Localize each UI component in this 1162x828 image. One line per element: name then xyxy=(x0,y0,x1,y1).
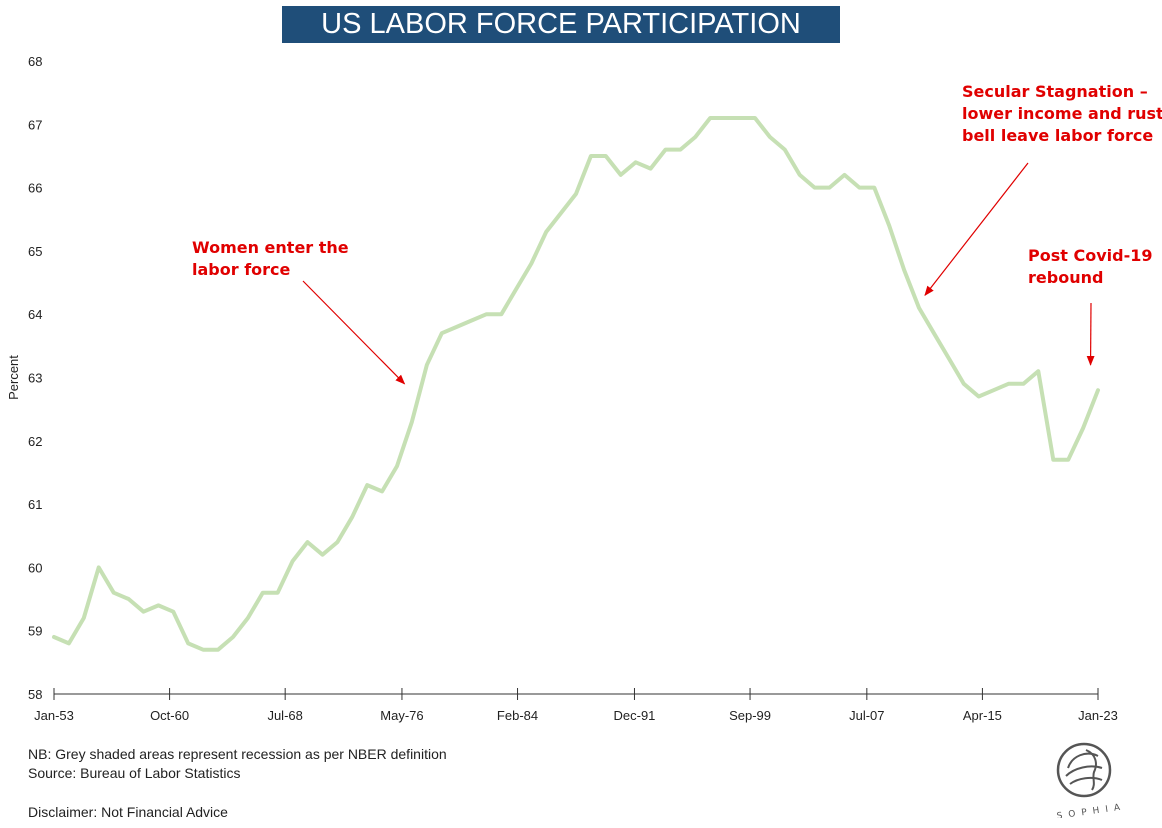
y-axis: 58 59 60 61 62 63 64 65 66 67 68 Percent xyxy=(6,54,42,702)
y-tick-label: 61 xyxy=(28,497,42,512)
x-tick-label: Jan-23 xyxy=(1078,708,1118,723)
y-tick-label: 63 xyxy=(28,371,42,386)
y-tick-label: 68 xyxy=(28,54,42,69)
chart-area: 58 59 60 61 62 63 64 65 66 67 68 Percent Jan-53 Oct-… xyxy=(6,54,1162,723)
y-tick-label: 66 xyxy=(28,181,42,196)
source-note: Source: Bureau of Labor Statistics xyxy=(28,765,241,781)
y-axis-label: Percent xyxy=(6,355,21,400)
x-axis: Jan-53 Oct-60 Jul-68 May-76 Feb-84 Dec-91 Sep-… xyxy=(34,688,1118,723)
annotations: Women enter the labor force Secular Stagna… xyxy=(192,82,1162,385)
series-line xyxy=(52,116,1100,652)
annotation-text: Secular Stagnation – xyxy=(962,82,1148,101)
x-tick-label: Dec-91 xyxy=(614,708,656,723)
series-layer xyxy=(52,116,1100,652)
x-tick-label: Sep-99 xyxy=(729,708,771,723)
y-tick-label: 62 xyxy=(28,434,42,449)
annotation-text: rebound xyxy=(1028,268,1103,287)
x-tick-label: Feb-84 xyxy=(497,708,538,723)
annotation-text: labor force xyxy=(192,260,291,279)
annotation-text: lower income and rust xyxy=(962,104,1162,123)
annotation-text: bell leave labor force xyxy=(962,126,1153,145)
x-tick-label: May-76 xyxy=(380,708,423,723)
annotation-text: Post Covid-19 xyxy=(1028,246,1152,265)
chart-title: US LABOR FORCE PARTICIPATION RATE xyxy=(282,6,840,77)
annotation-arrow xyxy=(924,162,1029,296)
x-tick-label: Apr-15 xyxy=(963,708,1002,723)
y-tick-label: 58 xyxy=(28,687,42,702)
disclaimer-note: Disclaimer: Not Financial Advice xyxy=(28,804,228,820)
annotation-arrow xyxy=(302,280,406,385)
y-tick-label: 67 xyxy=(28,117,42,132)
annotation-text: Women enter the xyxy=(192,238,349,257)
y-tick-label: 65 xyxy=(28,244,42,259)
logo-text: SOPHIA xyxy=(1056,802,1127,818)
x-tick-label: Jan-53 xyxy=(34,708,74,723)
y-tick-label: 59 xyxy=(28,624,42,639)
sophia-logo: SOPHIA xyxy=(1056,742,1127,818)
y-tick-label: 60 xyxy=(28,560,42,575)
x-tick-label: Oct-60 xyxy=(150,708,189,723)
x-tick-label: Jul-07 xyxy=(849,708,884,723)
x-tick-label: Jul-68 xyxy=(267,708,302,723)
nb-note: NB: Grey shaded areas represent recessio… xyxy=(28,746,447,762)
y-tick-label: 64 xyxy=(28,307,42,322)
